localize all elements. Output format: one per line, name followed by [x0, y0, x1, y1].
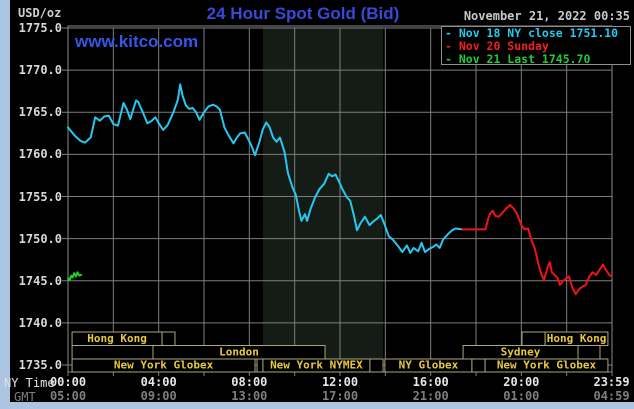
unit-label: USD/oz — [18, 6, 62, 20]
chart-datetime: November 21, 2022 00:35 — [463, 9, 630, 23]
x-axis-label-gmt: 04:59 — [593, 389, 630, 403]
price-line-nov21 — [67, 271, 83, 281]
session-box — [161, 331, 176, 346]
y-axis-label: 1775.0 — [18, 21, 62, 35]
x-axis-label-gmt: 09:00 — [140, 389, 177, 403]
session-label: Sydney — [501, 346, 541, 359]
kitco-watermark: www.kitco.com — [75, 32, 199, 51]
legend-box: - Nov 18 NY close 1751.10- Nov 20 Sunday… — [441, 26, 631, 66]
session-box — [71, 345, 154, 360]
session-label: London — [219, 346, 259, 359]
ny-time-axis-label: NY Time — [4, 376, 55, 390]
gmt-axis-label: GMT — [14, 390, 36, 404]
session-box — [256, 358, 264, 373]
x-axis-label-gmt: 13:00 — [231, 389, 268, 403]
x-axis-label-ny: 00:00 — [49, 375, 87, 389]
session-box — [521, 331, 546, 346]
session-box — [369, 358, 384, 373]
x-axis-label-gmt: 21:00 — [412, 389, 449, 403]
y-axis-label: 1750.0 — [18, 231, 62, 246]
x-axis-label-gmt: 17:00 — [321, 389, 359, 403]
session-box-new-york-globex — [71, 358, 256, 373]
y-axis-label: 1765.0 — [18, 105, 62, 120]
legend-item-1: - Nov 20 Sunday — [445, 39, 549, 53]
session-label: New York Globex — [497, 359, 597, 372]
y-axis-label: 1760.0 — [18, 147, 62, 162]
x-axis-label-ny: 20:00 — [503, 375, 540, 389]
y-axis-label: 1735.0 — [18, 358, 62, 372]
session-label: Hong Kong — [547, 332, 607, 345]
page-title: 24 Hour Spot Gold (Bid) — [206, 4, 400, 23]
session-label: New York NYMEX — [270, 359, 363, 372]
nymex-session-shade — [262, 27, 384, 371]
session-label: New York Globex — [114, 359, 214, 372]
y-axis-label: 1770.0 — [18, 63, 62, 78]
legend-item-2: - Nov 21 Last 1745.70 — [445, 52, 591, 66]
x-axis-label-ny: 04:00 — [140, 375, 177, 389]
session-label: Hong Kong — [87, 332, 147, 345]
x-axis-label-ny: 08:00 — [231, 375, 268, 389]
session-box-new-york-globex — [484, 358, 609, 373]
x-axis-label-gmt: 01:00 — [503, 389, 540, 403]
x-axis-label-ny: 23:59 — [593, 375, 630, 389]
legend-item-0: - Nov 18 NY close 1751.10 — [445, 26, 619, 40]
session-label: NY Globex — [399, 359, 459, 372]
session-box — [577, 345, 601, 360]
x-axis-label-gmt: 05:00 — [49, 389, 87, 403]
y-axis-label: 1755.0 — [18, 189, 62, 204]
y-axis-label: 1740.0 — [18, 315, 62, 330]
y-axis-label: 1745.0 — [18, 273, 62, 288]
x-axis-label-ny: 12:00 — [321, 375, 359, 389]
x-axis-label-ny: 16:00 — [412, 375, 449, 389]
price-line-nov20 — [461, 203, 613, 296]
price-line-nov18 — [67, 83, 464, 254]
session-box — [471, 358, 486, 373]
